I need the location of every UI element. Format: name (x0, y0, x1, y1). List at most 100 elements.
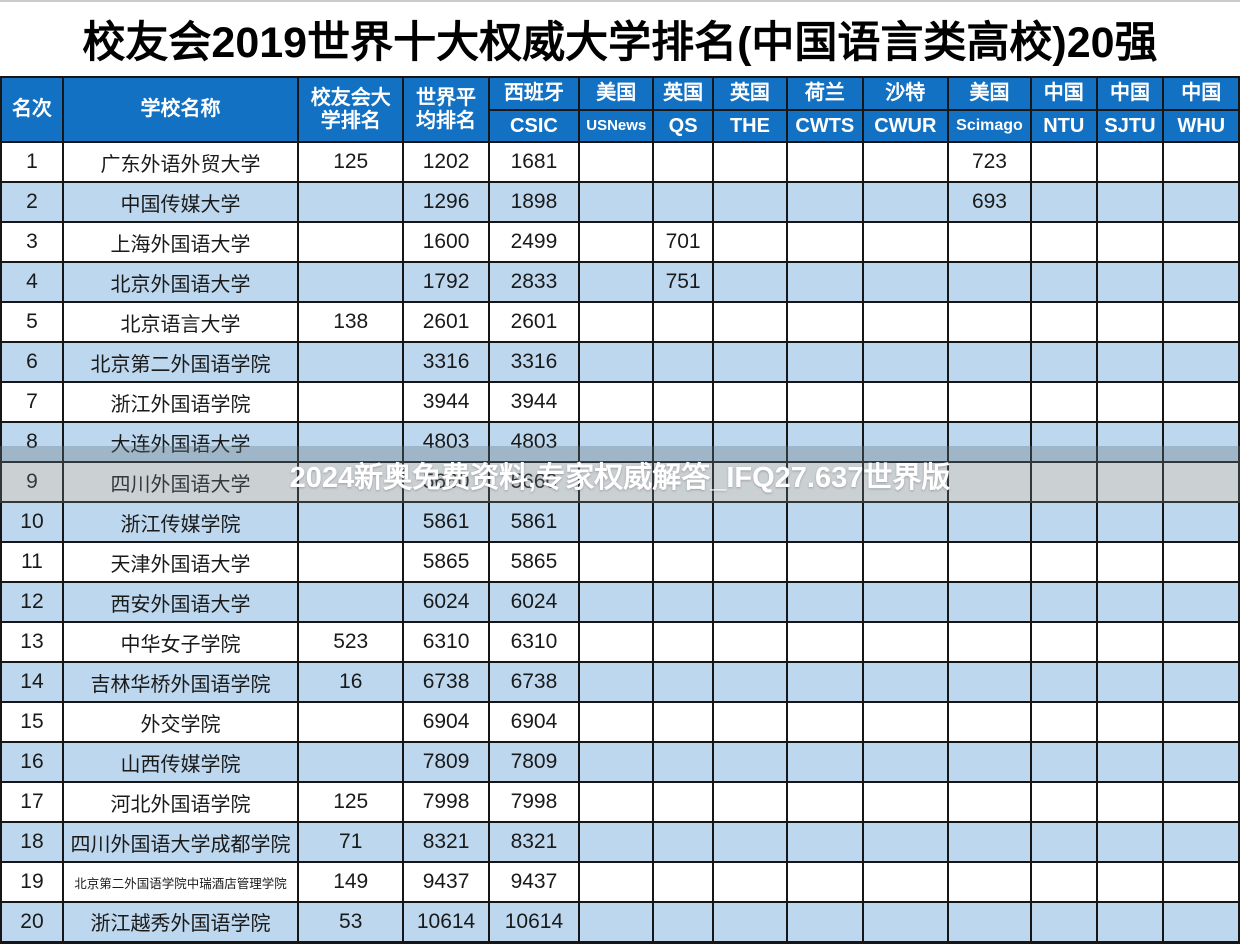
header-csic-org: CSIC (487, 109, 581, 143)
table-row: 18 四川外国语大学成都学院 71 8321 8321 (0, 821, 1240, 863)
cell-2-school: 中国传媒大学 (61, 181, 300, 223)
cell-8-sjtu (1095, 421, 1165, 463)
cell-5-the (711, 301, 789, 343)
cell-19-cuaa: 149 (297, 861, 405, 903)
cell-15-world: 6904 (402, 701, 490, 743)
cell-20-qs (652, 901, 714, 944)
cell-16-usnews (578, 741, 655, 783)
cell-8-cwur (861, 421, 950, 463)
cell-6-school: 北京第二外国语学院 (61, 341, 300, 383)
cell-5-rank: 5 (0, 301, 64, 343)
cell-20-scimago (947, 901, 1032, 944)
cell-10-cwts (786, 501, 864, 543)
cell-9-the (711, 461, 789, 503)
cell-7-cwur (861, 381, 950, 423)
cell-20-csic: 10614 (487, 901, 581, 944)
cell-1-rank: 1 (0, 141, 64, 183)
cell-18-the (711, 821, 789, 863)
cell-8-rank: 8 (0, 421, 64, 463)
cell-9-sjtu (1095, 461, 1165, 503)
cell-3-scimago (947, 221, 1032, 263)
cell-1-cwts (786, 141, 864, 183)
cell-6-world: 3316 (402, 341, 490, 383)
cell-16-school: 山西传媒学院 (61, 741, 300, 783)
cell-6-whu (1162, 341, 1240, 383)
cell-20-the (711, 901, 789, 944)
cell-3-rank: 3 (0, 221, 64, 263)
cell-1-school: 广东外语外贸大学 (61, 141, 300, 183)
cell-5-scimago (947, 301, 1032, 343)
cell-18-world: 8321 (402, 821, 490, 863)
table-row: 11 天津外国语大学 5865 5865 (0, 541, 1240, 583)
table-row: 3 上海外国语大学 1600 2499 701 (0, 221, 1240, 263)
cell-8-qs (652, 421, 714, 463)
cell-20-rank: 20 (0, 901, 64, 944)
cell-13-qs (652, 621, 714, 663)
cell-6-scimago (947, 341, 1032, 383)
cell-12-the (711, 581, 789, 623)
table-row: 7 浙江外国语学院 3944 3944 (0, 381, 1240, 423)
cell-18-cuaa: 71 (297, 821, 405, 863)
table-row: 19 北京第二外国语学院中瑞酒店管理学院 149 9437 9437 (0, 861, 1240, 903)
cell-13-cwur (861, 621, 950, 663)
header-whu-org: WHU (1162, 109, 1240, 143)
header-world: 世界平 均排名 (402, 76, 490, 143)
cell-14-qs (652, 661, 714, 703)
cell-13-world: 6310 (402, 621, 490, 663)
cell-16-scimago (947, 741, 1032, 783)
cell-16-cuaa (297, 741, 405, 783)
cell-19-usnews (578, 861, 655, 903)
cell-15-csic: 6904 (487, 701, 581, 743)
cell-12-qs (652, 581, 714, 623)
cell-11-ntu (1029, 541, 1098, 583)
cell-4-qs: 751 (652, 261, 714, 303)
cell-1-ntu (1029, 141, 1098, 183)
cell-12-sjtu (1095, 581, 1165, 623)
cell-20-world: 10614 (402, 901, 490, 944)
cell-9-cwur (861, 461, 950, 503)
table-row: 2 中国传媒大学 1296 1898 693 (0, 181, 1240, 223)
header-csic: 西班牙 (487, 76, 581, 111)
cell-2-cwts (786, 181, 864, 223)
cell-1-csic: 1681 (487, 141, 581, 183)
cell-6-qs (652, 341, 714, 383)
cell-13-sjtu (1095, 621, 1165, 663)
cell-12-ntu (1029, 581, 1098, 623)
cell-14-cwur (861, 661, 950, 703)
cell-15-school: 外交学院 (61, 701, 300, 743)
header-qs-org: QS (652, 109, 714, 143)
cell-11-qs (652, 541, 714, 583)
cell-2-cwur (861, 181, 950, 223)
cell-4-school: 北京外国语大学 (61, 261, 300, 303)
cell-4-whu (1162, 261, 1240, 303)
table-row: 9 四川外国语大学 5660 5660 (0, 461, 1240, 503)
cell-18-school: 四川外国语大学成都学院 (61, 821, 300, 863)
cell-11-cuaa (297, 541, 405, 583)
cell-17-whu (1162, 781, 1240, 823)
cell-9-world: 5660 (402, 461, 490, 503)
cell-20-cuaa: 53 (297, 901, 405, 944)
cell-9-whu (1162, 461, 1240, 503)
cell-10-scimago (947, 501, 1032, 543)
header-usnews-org: USNews (578, 109, 655, 143)
cell-13-csic: 6310 (487, 621, 581, 663)
cell-10-whu (1162, 501, 1240, 543)
cell-14-ntu (1029, 661, 1098, 703)
cell-19-csic: 9437 (487, 861, 581, 903)
cell-14-whu (1162, 661, 1240, 703)
cell-19-rank: 19 (0, 861, 64, 903)
cell-8-csic: 4803 (487, 421, 581, 463)
cell-16-qs (652, 741, 714, 783)
cell-7-world: 3944 (402, 381, 490, 423)
cell-19-the (711, 861, 789, 903)
cell-7-ntu (1029, 381, 1098, 423)
cell-20-cwur (861, 901, 950, 944)
cell-11-csic: 5865 (487, 541, 581, 583)
cell-4-scimago (947, 261, 1032, 303)
cell-17-qs (652, 781, 714, 823)
cell-18-rank: 18 (0, 821, 64, 863)
header-cwur-org: CWUR (861, 109, 950, 143)
cell-6-ntu (1029, 341, 1098, 383)
cell-4-cwur (861, 261, 950, 303)
cell-8-world: 4803 (402, 421, 490, 463)
